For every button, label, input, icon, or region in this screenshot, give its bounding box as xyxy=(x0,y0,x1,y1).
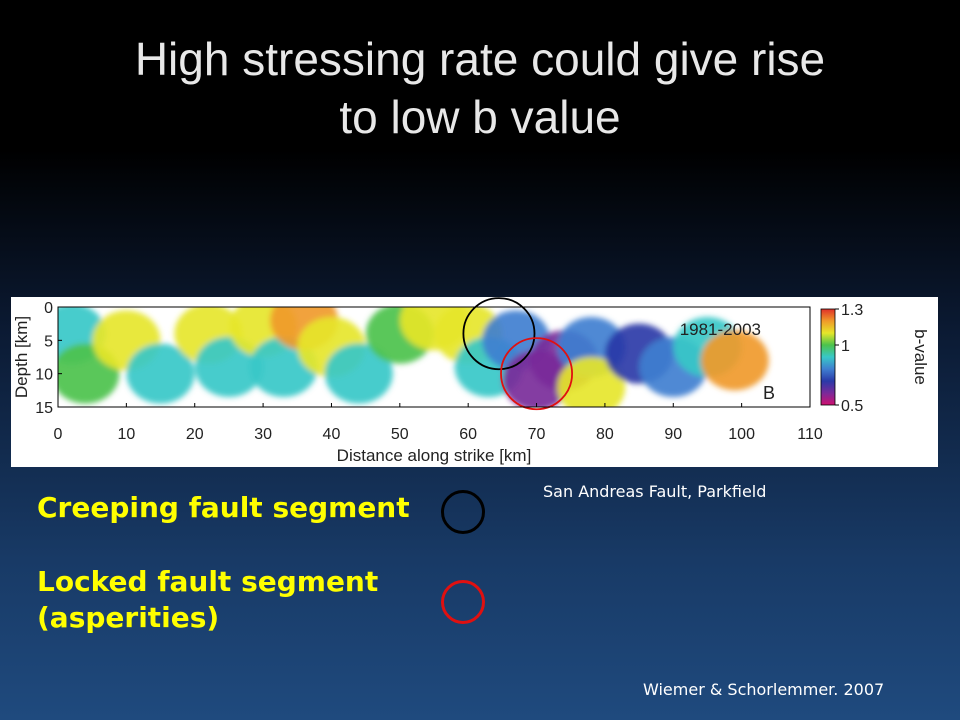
locked-segment-label-line-1: Locked fault segment xyxy=(37,565,379,598)
x-tick-label: 80 xyxy=(596,426,614,443)
plot-frame xyxy=(57,306,811,408)
creeping-segment-circle-icon xyxy=(441,490,485,534)
colorbar-label: b-value xyxy=(911,329,930,385)
x-tick-label: 60 xyxy=(459,426,477,443)
x-tick-label: 10 xyxy=(117,426,135,443)
heatmap-region-23 xyxy=(700,330,769,391)
y-axis-ticks: 0 5 10 15 xyxy=(35,300,62,417)
citation: Wiemer & Schorlemmer. 2007 xyxy=(643,680,885,699)
colorbar-ticks: 1.3 1 0.5 xyxy=(835,302,863,415)
x-tick-label: 40 xyxy=(323,426,341,443)
x-tick-label: 20 xyxy=(186,426,204,443)
locked-segment-circle-icon xyxy=(441,580,485,624)
y-tick-label: 10 xyxy=(35,367,53,384)
x-axis-label: Distance along strike [km] xyxy=(337,446,532,465)
annotation-circles xyxy=(462,297,573,411)
y-tick-label: 5 xyxy=(44,333,53,350)
colorbar-tick-label: 1.3 xyxy=(841,302,863,319)
colorbar-tick-label: 0.5 xyxy=(841,398,863,415)
x-tick-label: 50 xyxy=(391,426,409,443)
heatmap-region-10 xyxy=(324,343,393,404)
x-tick-label: 30 xyxy=(254,426,272,443)
heatmap-region-3 xyxy=(126,343,195,404)
figure-caption: San Andreas Fault, Parkfield xyxy=(543,482,767,501)
x-tick-label: 90 xyxy=(664,426,682,443)
creeping-annotation-circle xyxy=(462,297,536,371)
x-tick-label: 0 xyxy=(54,426,63,443)
x-tick-label: 100 xyxy=(728,426,755,443)
colorbar-tick-label: 1 xyxy=(841,338,850,355)
locked-segment-label: Locked fault segment (asperities) xyxy=(37,564,378,636)
colorbar xyxy=(820,308,836,406)
locked-annotation-circle xyxy=(500,337,573,411)
x-axis-ticks: 0 10 20 30 40 50 60 70 80 90 100 110 xyxy=(54,403,823,443)
slide-title-line-2: to low b value xyxy=(339,91,621,143)
heatmap-region-19 xyxy=(557,357,626,407)
slide-title-line-1: High stressing rate could give rise xyxy=(134,33,826,85)
y-tick-label: 0 xyxy=(44,300,53,317)
b-value-heatmap-chart: 1981-2003 B 0 10 20 30 40 50 60 70 80 90 100 110 05… xyxy=(12,297,930,465)
creeping-segment-label: Creeping fault segment xyxy=(37,491,410,524)
y-tick-label: 15 xyxy=(35,400,53,417)
x-tick-label: 70 xyxy=(528,426,546,443)
panel-letter-label: B xyxy=(763,383,775,403)
x-tick-label: 110 xyxy=(797,426,823,443)
panel-period-label: 1981-2003 xyxy=(680,320,761,339)
heatmap-regions xyxy=(58,307,769,407)
y-axis-label: Depth [km] xyxy=(12,316,31,398)
slide-title: High stressing rate could give rise to l… xyxy=(0,30,960,146)
locked-segment-label-line-2: (asperities) xyxy=(37,601,220,634)
